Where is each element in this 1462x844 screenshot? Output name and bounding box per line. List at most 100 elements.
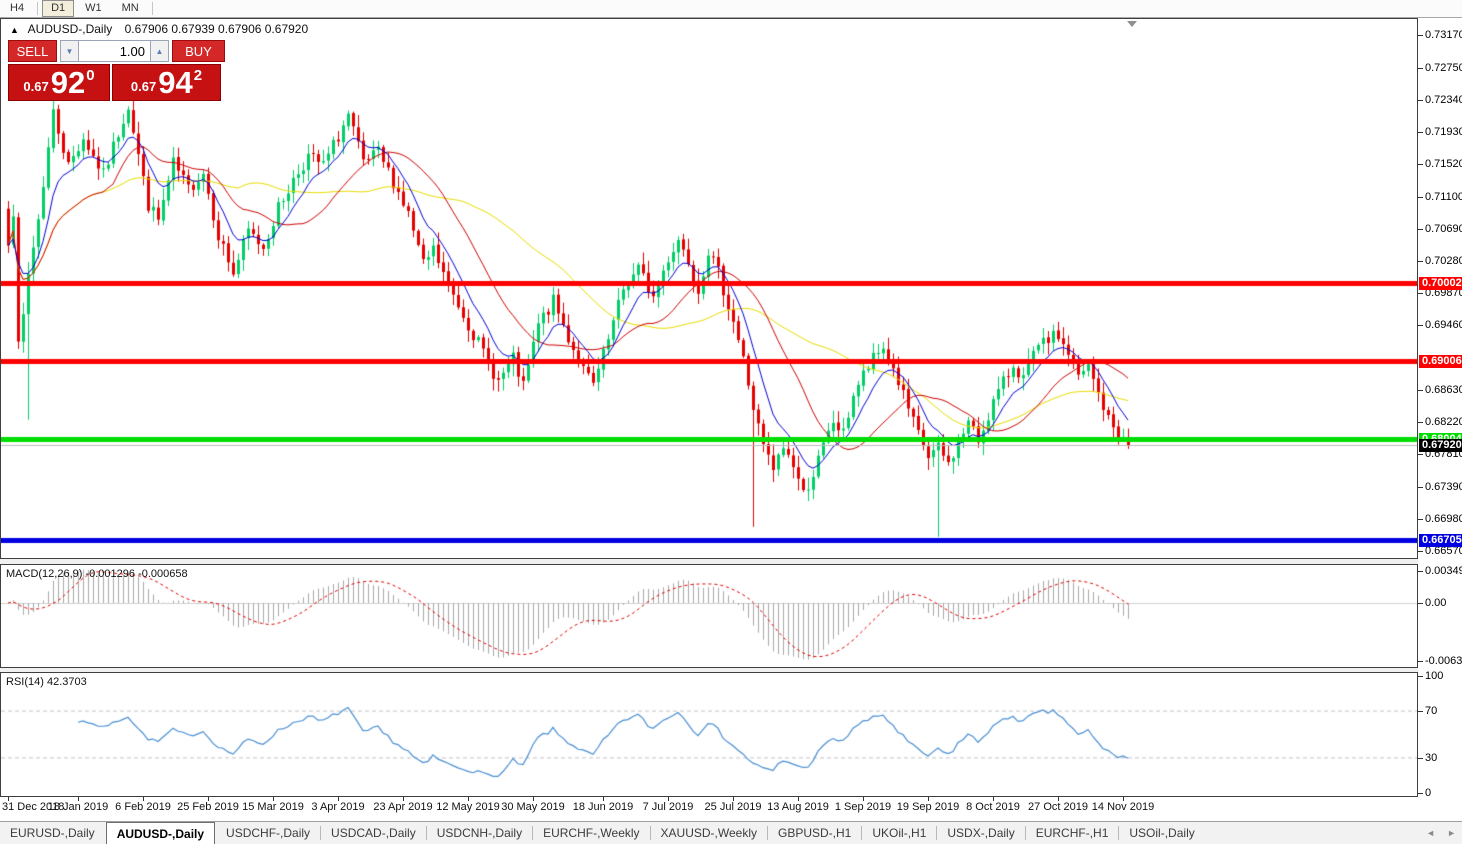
chart-tab-usdcad[interactable]: USDCAD-,Daily [331, 826, 416, 840]
timeframe-button-h4[interactable]: H4 [10, 2, 25, 14]
tab-separator [649, 826, 651, 840]
chart-tab-eurchf[interactable]: EURCHF-,Weekly [543, 826, 640, 840]
axis-tick [1418, 196, 1423, 198]
chart-tab-usdchf[interactable]: USDCHF-,Daily [226, 826, 311, 840]
axis-tick [1418, 164, 1423, 166]
date-tick [338, 797, 339, 801]
buy-price-big: 94 [158, 65, 193, 100]
date-label: 23 Apr 2019 [373, 801, 433, 813]
axis-tick [1418, 454, 1423, 456]
rsi-axis-tick: 100 [1425, 670, 1444, 682]
axis-tick [1418, 293, 1423, 295]
price-axis-tick: 0.69460 [1425, 319, 1462, 332]
buy-button[interactable]: BUY [172, 40, 225, 62]
tab-separator [532, 826, 534, 840]
price-axis-tick: 0.71520 [1425, 158, 1462, 171]
volume-increase-button[interactable]: ▲ [150, 40, 169, 62]
date-tick [8, 797, 9, 801]
sell-price-display[interactable]: 0.67 92 0 [8, 64, 110, 101]
date-label: 14 Nov 2019 [1091, 801, 1155, 813]
price-axis-tick: 0.71100 [1425, 190, 1462, 203]
symbol-triangle-icon: ▲ [10, 25, 19, 35]
chart-tab-usdcnh[interactable]: USDCNH-,Daily [436, 826, 523, 840]
chart-tab-audusd[interactable]: AUDUSD-,Daily [105, 822, 216, 844]
timeframe-button-w1[interactable]: W1 [85, 2, 102, 14]
axis-tick [1418, 228, 1423, 230]
date-label: 30 May 2019 [501, 801, 565, 813]
timeframe-toolbar: H4 D1 W1 MN [0, 0, 1462, 18]
axis-tick [1418, 132, 1423, 134]
toolbar-separator [37, 2, 39, 15]
date-label: 7 Jul 2019 [642, 801, 694, 813]
buy-price-prefix: 0.67 [130, 79, 157, 94]
chart-tab-usoil[interactable]: USOil-,Daily [1129, 826, 1195, 840]
date-tick [603, 797, 604, 801]
price-axis-tick: 0.69870 [1425, 287, 1462, 300]
price-axis-tick: 0.68220 [1425, 416, 1462, 429]
price-axis-tick: 0.68630 [1425, 383, 1462, 396]
pane-splitter[interactable] [0, 559, 1418, 564]
chart-tab-eurusd[interactable]: EURUSD-,Daily [10, 826, 95, 840]
date-tick [668, 797, 669, 801]
axis-tick [1418, 486, 1423, 488]
macd-canvas[interactable] [1, 565, 1417, 667]
rsi-axis-tick: 70 [1425, 705, 1438, 718]
date-label: 8 Oct 2019 [966, 801, 1020, 813]
tab-scroll-right-button[interactable]: ► [1447, 828, 1456, 838]
rsi-indicator-label: RSI(14) 42.3703 [6, 676, 87, 688]
rsi-axis-tick: 30 [1425, 751, 1438, 764]
date-tick [1123, 797, 1124, 801]
chart-tab-eurchf[interactable]: EURCHF-,H1 [1035, 826, 1109, 840]
chart-tab-ukoil[interactable]: UKOil-,H1 [872, 826, 927, 840]
one-click-trade-panel: SELL ▼ ▲ BUY 0.67 92 0 0.67 94 2 [8, 40, 225, 101]
axis-tick [1418, 661, 1423, 663]
tab-separator [936, 826, 938, 840]
axis-tick [1418, 570, 1423, 572]
price-axis-tick: 0.66570 [1425, 544, 1462, 557]
rsi-canvas[interactable] [1, 673, 1417, 796]
axis-tick [1418, 711, 1423, 713]
date-label: 25 Feb 2019 [177, 801, 239, 813]
date-tick [143, 797, 144, 801]
volume-input[interactable] [79, 40, 150, 62]
pane-splitter[interactable] [0, 668, 1418, 672]
date-label: 18 Jan 2019 [47, 801, 109, 813]
axis-tick [1418, 550, 1423, 552]
macd-axis-tick: -0.00637 [1425, 655, 1462, 668]
tab-separator [1118, 826, 1120, 840]
axis-tick [1418, 793, 1423, 794]
volume-decrease-button[interactable]: ▼ [60, 40, 79, 62]
timeframe-button-mn[interactable]: MN [121, 2, 139, 14]
axis-tick [1418, 68, 1423, 69]
date-label: 3 Apr 2019 [311, 801, 365, 813]
date-label: 27 Oct 2019 [1028, 801, 1088, 813]
axis-tick [1418, 603, 1423, 604]
tab-separator [425, 826, 427, 840]
chart-shift-marker-icon[interactable] [1127, 21, 1137, 27]
sell-button[interactable]: SELL [8, 40, 57, 62]
axis-tick [1418, 518, 1423, 520]
tab-separator [767, 826, 768, 840]
chart-tab-usdx[interactable]: USDX-,Daily [947, 826, 1015, 840]
date-tick [798, 797, 799, 801]
timeframe-button-d1[interactable]: D1 [42, 0, 75, 17]
price-axis-tick: 0.72340 [1425, 94, 1462, 107]
rsi-axis-tick: 0 [1425, 787, 1432, 799]
chart-tab-gbpusd[interactable]: GBPUSD-,H1 [778, 826, 852, 840]
tab-separator [1024, 826, 1026, 840]
axis-tick [1418, 261, 1423, 263]
date-tick [928, 797, 929, 801]
macd-indicator-label: MACD(12,26,9) -0.001296 -0.000658 [6, 568, 188, 580]
sell-price-prefix: 0.67 [23, 79, 49, 94]
price-level-badge: 0.66705 [1419, 534, 1462, 548]
tab-scroll-left-button[interactable]: ◄ [1426, 828, 1436, 838]
chart-tab-xauusd[interactable]: XAUUSD-,Weekly [660, 826, 757, 840]
macd-axis-tick: 0.00 [1425, 597, 1447, 609]
chart-tabs-bar: EURUSD-,Daily AUDUSD-,Daily USDCHF-,Daily U… [0, 821, 1462, 844]
toolbar-separator [151, 2, 153, 15]
date-label: 12 May 2019 [436, 801, 500, 813]
main-chart-canvas[interactable] [1, 19, 1417, 558]
chart-title: ▲ AUDUSD-,Daily 0.67906 0.67939 0.67906 … [10, 22, 308, 36]
axis-tick [1418, 100, 1423, 102]
buy-price-display[interactable]: 0.67 94 2 [112, 64, 221, 101]
